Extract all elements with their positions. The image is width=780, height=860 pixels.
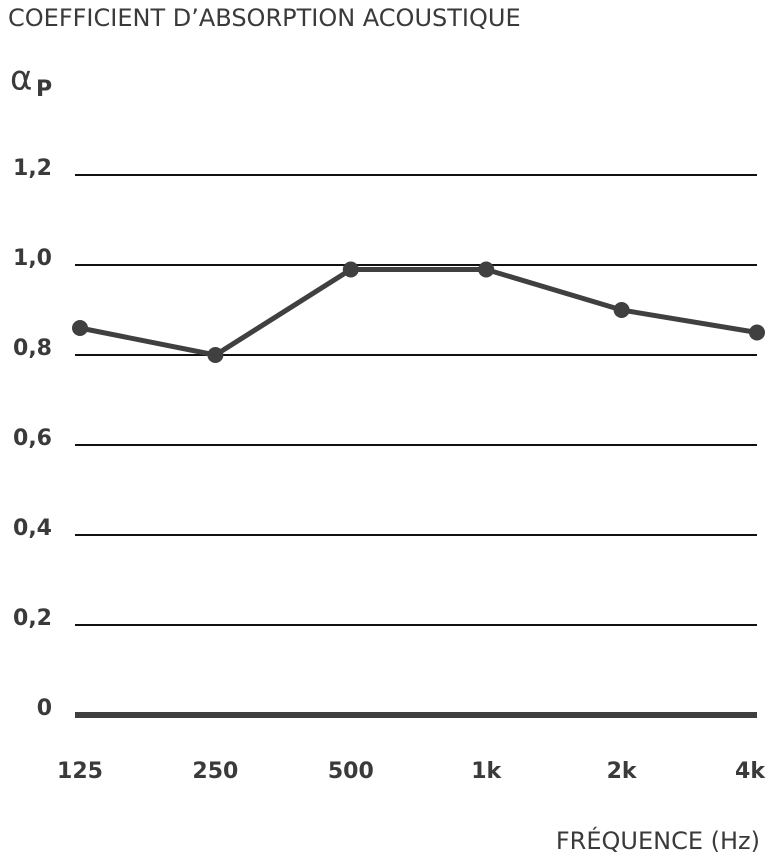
y-axis-label-subscript: P	[36, 77, 52, 102]
data-point	[207, 347, 224, 363]
data-point	[749, 324, 765, 341]
x-tick-label: 500	[328, 759, 374, 784]
y-axis-label: α	[10, 59, 32, 99]
data-point	[72, 320, 88, 336]
x-tick-label: 4k	[735, 759, 766, 784]
x-tick-label: 125	[57, 759, 103, 784]
data-point	[342, 261, 359, 278]
x-axis-label: FRÉQUENCE (Hz)	[556, 826, 760, 855]
data-point	[613, 302, 630, 318]
y-tick-label: 1,2	[13, 156, 52, 181]
data-point	[478, 261, 495, 278]
chart-title: COEFFICIENT D’ABSORPTION ACOUSTIQUE	[8, 4, 521, 32]
x-tick-label: 250	[192, 759, 238, 784]
x-tick-label: 1k	[471, 759, 502, 784]
data-line	[79, 267, 758, 358]
x-tick-label: 2k	[607, 759, 638, 784]
y-tick-label: 0,2	[13, 606, 52, 631]
y-tick-label: 0,8	[13, 336, 52, 361]
y-tick-label: 1,0	[13, 246, 52, 271]
y-tick-label: 0	[37, 696, 52, 721]
y-tick-label: 0,4	[13, 516, 52, 541]
y-tick-label: 0,6	[13, 426, 52, 451]
